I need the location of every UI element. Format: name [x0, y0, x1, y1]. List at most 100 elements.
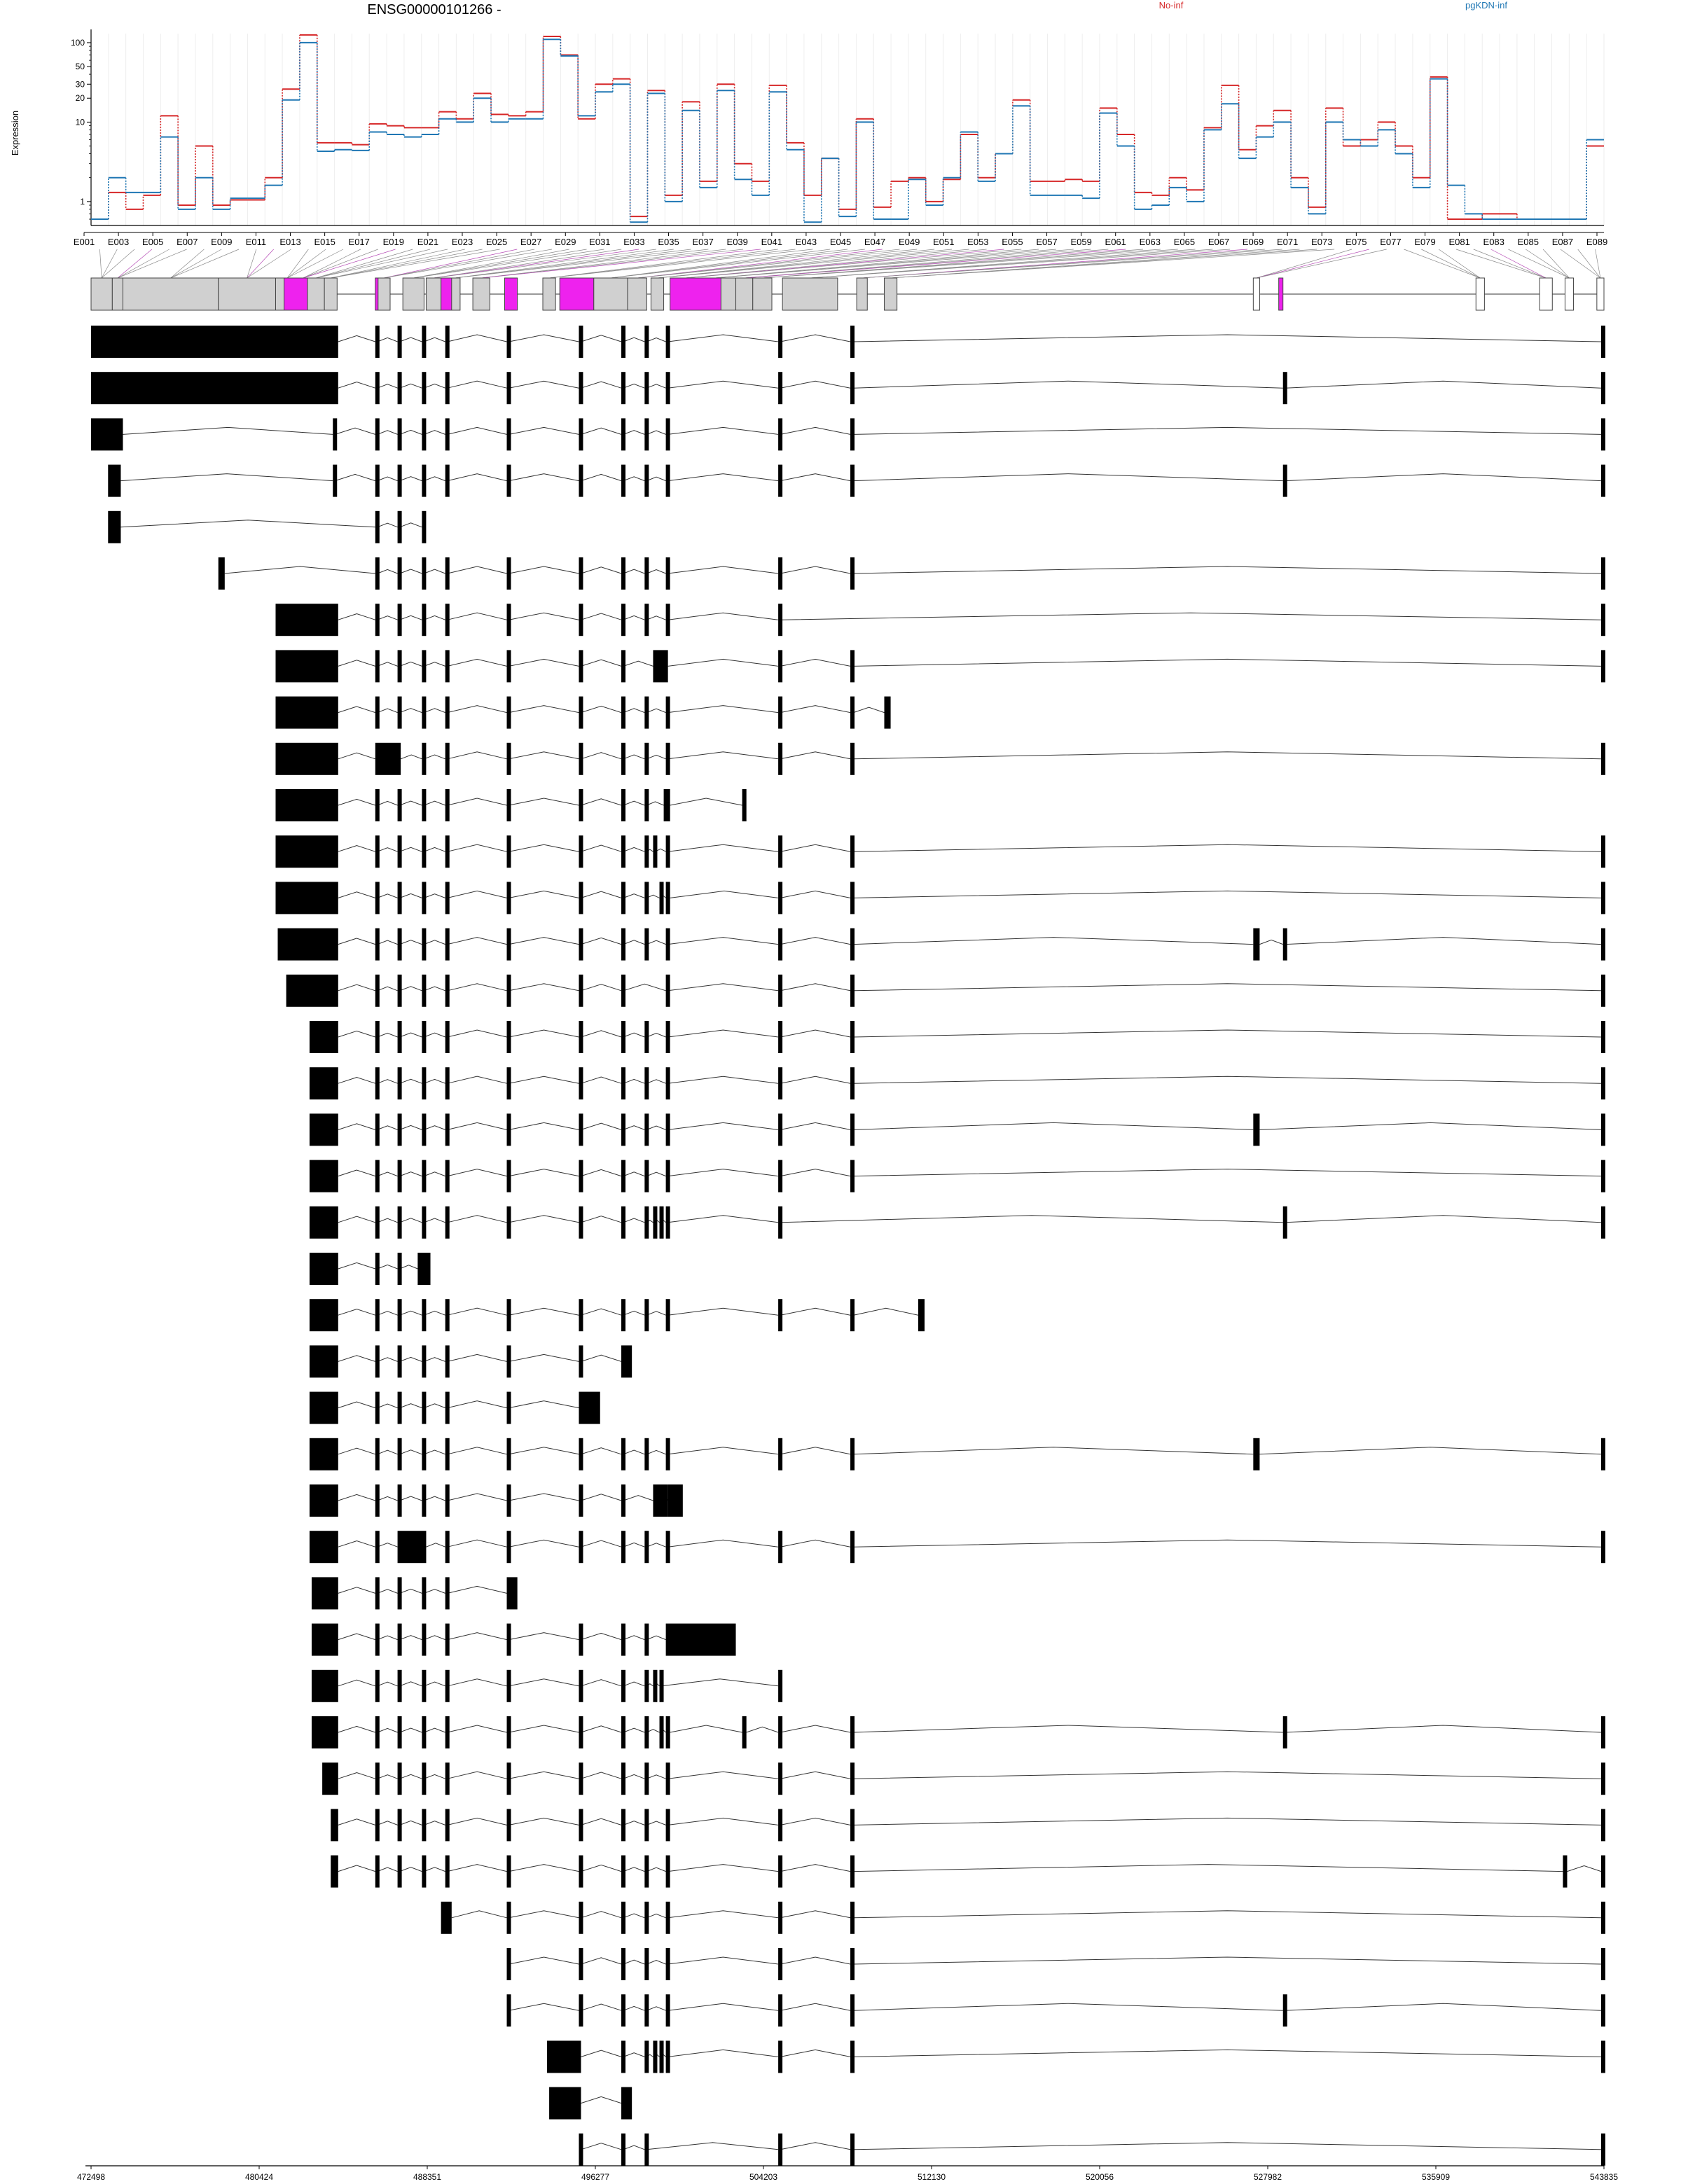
transcript-exon [850, 1021, 855, 1053]
transcript-exon [445, 1669, 450, 1702]
exon-label: E029 [555, 237, 576, 247]
transcript-exon [778, 2040, 783, 2073]
transcript-exon [778, 1438, 783, 1470]
transcript-intron [509, 1029, 579, 1038]
exon-connector [610, 249, 831, 279]
transcript-intron [581, 2003, 622, 2011]
transcript-intron [780, 844, 851, 852]
transcript-intron [399, 1588, 422, 1594]
transcript-intron [667, 1447, 779, 1455]
transcript-intron [447, 1771, 507, 1779]
transcript-exon [579, 1391, 600, 1424]
exon-connector [303, 249, 361, 279]
exon-label: E055 [1002, 237, 1023, 247]
exon-connector [383, 249, 552, 279]
transcript-exon [579, 1438, 583, 1470]
transcript-row [286, 974, 1605, 1007]
transcript-exon [665, 974, 670, 1007]
transcript-exon [653, 1484, 668, 1517]
transcript-exon [621, 1113, 626, 1146]
exon-label: E085 [1518, 237, 1539, 247]
transcript-exon [665, 1531, 670, 1564]
transcript-row [218, 557, 1605, 590]
transcript-intron [424, 1496, 445, 1501]
transcript-intron [646, 1125, 666, 1130]
transcript-exon [644, 1299, 649, 1332]
exon-connector [247, 249, 257, 279]
transcript-intron [377, 384, 398, 389]
exon-connector [286, 249, 326, 279]
transcript-intron [667, 983, 779, 992]
transcript-exon [621, 835, 626, 868]
transcript-intron [399, 383, 422, 389]
transcript-exon [1600, 1948, 1605, 1980]
transcript-intron [623, 2052, 645, 2057]
transcript-exon [778, 1067, 783, 1100]
transcript-exon [663, 789, 670, 821]
transcript-row [277, 928, 1605, 961]
transcript-exon [579, 1948, 583, 1980]
transcript-intron [667, 1307, 779, 1316]
transcript-exon [1600, 1762, 1605, 1795]
transcript-intron [581, 1818, 622, 1825]
transcript-intron [646, 2006, 666, 2011]
transcript-exon [309, 1021, 338, 1053]
transcript-exon [397, 418, 402, 451]
exon-label: E017 [349, 237, 370, 247]
transcript-exon [665, 2040, 670, 2073]
transcript-intron [424, 1727, 445, 1733]
gene-exon-highlight [1278, 277, 1284, 311]
transcript-intron [447, 1864, 507, 1872]
transcript-intron [447, 1539, 507, 1547]
y-tick-label: 50 [76, 62, 85, 71]
transcript-intron [780, 983, 851, 992]
transcript-intron [667, 1122, 779, 1130]
transcript-exon [422, 1623, 427, 1656]
transcript-intron [377, 569, 398, 574]
exon-connector [684, 249, 1004, 279]
transcript-intron [509, 798, 579, 806]
transcript-intron [424, 1218, 445, 1223]
transcript-intron [509, 1447, 579, 1455]
transcript-exon [644, 1901, 649, 1934]
transcript-intron [581, 566, 622, 574]
transcript-intron [509, 1632, 579, 1641]
gene-exon-bin [1564, 277, 1575, 311]
transcript-intron [509, 380, 579, 389]
transcript-exon [653, 1206, 658, 1239]
exon-label: E081 [1448, 237, 1469, 247]
transcript-exon [621, 928, 626, 961]
genome-tick-label: 543835 [1590, 2172, 1618, 2182]
exon-connector [170, 249, 222, 279]
transcript-intron [338, 1355, 375, 1362]
transcript-row [309, 1021, 1605, 1053]
transcript-exon [659, 882, 664, 914]
transcript-intron [667, 473, 779, 482]
transcript-exon [397, 1438, 402, 1470]
transcript-exon [644, 604, 649, 637]
transcript-exon [665, 1994, 670, 2027]
transcript-intron [581, 1494, 622, 1501]
exon-connector [637, 249, 918, 279]
transcript-exon [422, 1438, 427, 1470]
exon-connector [1473, 249, 1547, 279]
transcript-intron [509, 1817, 579, 1825]
transcript-intron [853, 1864, 1563, 1872]
exon-connector [413, 249, 569, 279]
exon-connector [1508, 249, 1570, 279]
transcript-intron [377, 522, 398, 528]
transcript-exon [375, 650, 380, 683]
transcript-exon [275, 882, 338, 914]
transcript-exon [579, 696, 583, 729]
transcript-exon [445, 1206, 450, 1239]
genome-tick-label: 527982 [1254, 2172, 1282, 2182]
transcript-exon [850, 418, 855, 451]
transcript-intron [581, 1772, 622, 1779]
transcript-exon [665, 1901, 670, 1934]
transcript-intron [447, 380, 507, 389]
transcript-row [309, 1345, 632, 1378]
transcript-intron [424, 940, 445, 945]
transcript-intron [424, 1078, 445, 1084]
transcript-intron [377, 1449, 398, 1455]
transcript-intron [853, 1307, 919, 1316]
